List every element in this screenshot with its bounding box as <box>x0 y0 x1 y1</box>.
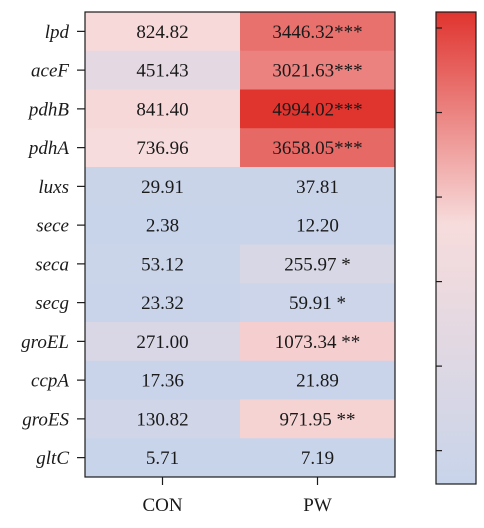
cell-value-label: 21.89 <box>296 371 339 392</box>
heatmap-cell-labels: 824.82 3446.32*** 451.43 3021.63*** 841.40 49… <box>136 22 362 469</box>
cell-value-label: 3658.05*** <box>272 138 362 159</box>
heatmap-cell <box>85 322 241 362</box>
heatmap-cell <box>240 89 396 129</box>
cell-value-label: 29.91 <box>141 177 184 198</box>
cell-value-label: 5.71 <box>146 448 179 469</box>
heatmap-cell <box>85 360 241 400</box>
cell-value-label: 37.81 <box>296 177 339 198</box>
heatmap-cell <box>240 12 396 52</box>
heatmap-cell <box>240 128 396 168</box>
cell-value-label: 841.40 <box>136 99 188 120</box>
heatmap-cell <box>85 244 241 284</box>
row-label: sece <box>36 216 69 237</box>
row-label: gltC <box>36 448 69 469</box>
heatmap-cell <box>240 438 396 478</box>
column-axis: CON PW <box>142 477 332 516</box>
heatmap-cell <box>240 399 396 439</box>
cell-value-label: 59.91 * <box>289 293 346 314</box>
cell-value-label: 2.38 <box>146 216 179 237</box>
row-label: aceF <box>31 61 69 82</box>
row-label: groEL <box>21 332 69 353</box>
row-label: lpd <box>45 22 70 43</box>
cell-value-label: 3446.32*** <box>272 22 362 43</box>
cell-value-label: 824.82 <box>136 22 188 43</box>
row-label: ccpA <box>31 371 69 392</box>
row-label: pdhA <box>27 138 70 159</box>
cell-value-label: 255.97 * <box>284 254 351 275</box>
cell-value-label: 7.19 <box>301 448 334 469</box>
colorbar-gradient <box>435 11 477 485</box>
heatmap-cell <box>240 205 396 245</box>
row-label: secg <box>35 293 69 314</box>
row-label: pdhB <box>27 99 70 120</box>
cell-value-label: 53.12 <box>141 254 184 275</box>
heatmap-cell <box>240 360 396 400</box>
column-label: PW <box>303 495 332 516</box>
row-label: groES <box>22 409 69 430</box>
heatmap-cell <box>240 283 396 323</box>
heatmap-cell <box>85 438 241 478</box>
cell-value-label: 12.20 <box>296 216 339 237</box>
cell-value-label: 130.82 <box>136 409 188 430</box>
cell-value-label: 17.36 <box>141 371 184 392</box>
heatmap-cell <box>85 128 241 168</box>
row-axis: lpd aceF pdhB pdhA luxs sece seca secg groEL ccpA… <box>21 22 85 469</box>
column-label: CON <box>142 495 182 516</box>
heatmap-cell <box>85 50 241 90</box>
cell-value-label: 1073.34 ** <box>275 332 361 353</box>
heatmap-cells <box>84 11 396 478</box>
cell-value-label: 971.95 ** <box>280 409 356 430</box>
cell-value-label: 271.00 <box>136 332 188 353</box>
cell-value-label: 451.43 <box>136 61 188 82</box>
cell-value-label: 3021.63*** <box>272 61 362 82</box>
heatmap-frame <box>84 11 396 478</box>
cell-value-label: 4994.02*** <box>272 99 362 120</box>
heatmap-cell <box>85 399 241 439</box>
heatmap-cell <box>85 205 241 245</box>
cell-value-label: 23.32 <box>141 293 184 314</box>
heatmap-cell <box>85 89 241 129</box>
cell-value-label: 736.96 <box>136 138 188 159</box>
colorbar <box>435 11 477 485</box>
heatmap-cell <box>85 283 241 323</box>
heatmap-cell <box>240 167 396 207</box>
row-label: seca <box>35 254 69 275</box>
row-label: luxs <box>38 177 69 198</box>
heatmap-cell <box>240 322 396 362</box>
heatmap-cell <box>85 167 241 207</box>
heatmap-cell <box>240 244 396 284</box>
heatmap-cell <box>85 12 241 52</box>
heatmap-cell <box>240 50 396 90</box>
